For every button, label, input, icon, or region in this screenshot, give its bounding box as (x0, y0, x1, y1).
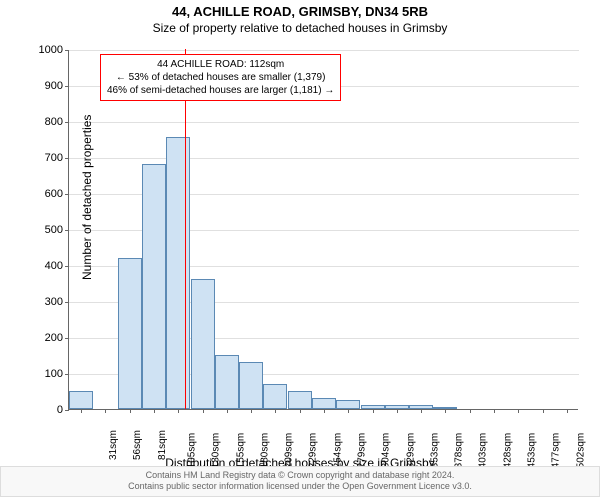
y-tick (65, 86, 69, 87)
reference-line (185, 49, 186, 409)
histogram-bar (69, 391, 93, 409)
x-tick (251, 409, 252, 413)
histogram-bar (142, 164, 166, 409)
y-tick-label: 700 (23, 152, 63, 164)
annotation-line-1: 44 ACHILLE ROAD: 112sqm (107, 58, 334, 71)
x-tick (373, 409, 374, 413)
y-tick (65, 338, 69, 339)
y-tick (65, 158, 69, 159)
histogram-bar (312, 398, 336, 409)
y-tick-label: 1000 (23, 44, 63, 56)
histogram-bar (336, 400, 360, 409)
footer-line-1: Contains HM Land Registry data © Crown c… (4, 470, 596, 482)
page-subtitle: Size of property relative to detached ho… (0, 19, 600, 35)
x-tick (154, 409, 155, 413)
y-tick (65, 374, 69, 375)
x-tick (421, 409, 422, 413)
histogram-bar (215, 355, 239, 409)
y-tick-label: 300 (23, 296, 63, 308)
annotation-box: 44 ACHILLE ROAD: 112sqm ← 53% of detache… (100, 54, 341, 101)
y-tick (65, 50, 69, 51)
x-tick (518, 409, 519, 413)
y-tick-label: 400 (23, 260, 63, 272)
y-tick-label: 0 (23, 404, 63, 416)
plot-region: 0100200300400500600700800900100031sqm56s… (68, 50, 578, 410)
y-tick (65, 410, 69, 411)
histogram-bar (118, 258, 142, 409)
chart-area: 0100200300400500600700800900100031sqm56s… (68, 50, 578, 410)
x-tick (130, 409, 131, 413)
y-tick (65, 122, 69, 123)
y-tick (65, 302, 69, 303)
annotation-line-3: 46% of semi-detached houses are larger (… (107, 84, 334, 97)
footer-attribution: Contains HM Land Registry data © Crown c… (0, 466, 600, 497)
y-tick-label: 900 (23, 80, 63, 92)
y-tick-label: 200 (23, 332, 63, 344)
x-tick (494, 409, 495, 413)
footer-line-2: Contains public sector information licen… (4, 481, 596, 493)
x-tick (178, 409, 179, 413)
x-tick (445, 409, 446, 413)
histogram-bar (166, 137, 190, 409)
grid-line (69, 158, 579, 159)
y-axis-label: Number of detached properties (80, 115, 94, 280)
x-tick (203, 409, 204, 413)
y-tick-label: 100 (23, 368, 63, 380)
y-tick (65, 230, 69, 231)
x-tick (81, 409, 82, 413)
grid-line (69, 50, 579, 51)
page-title: 44, ACHILLE ROAD, GRIMSBY, DN34 5RB (0, 0, 600, 19)
histogram-bar (263, 384, 287, 409)
histogram-bar (191, 279, 215, 409)
y-tick-label: 600 (23, 188, 63, 200)
x-tick (227, 409, 228, 413)
x-tick (324, 409, 325, 413)
x-tick (105, 409, 106, 413)
y-tick-label: 800 (23, 116, 63, 128)
y-tick (65, 266, 69, 267)
x-tick (275, 409, 276, 413)
annotation-line-2: ← 53% of detached houses are smaller (1,… (107, 71, 334, 84)
x-tick (567, 409, 568, 413)
x-tick (348, 409, 349, 413)
x-tick (543, 409, 544, 413)
y-tick (65, 194, 69, 195)
y-tick-label: 500 (23, 224, 63, 236)
x-tick (470, 409, 471, 413)
grid-line (69, 122, 579, 123)
histogram-bar (239, 362, 263, 409)
x-tick (397, 409, 398, 413)
x-tick (300, 409, 301, 413)
histogram-bar (288, 391, 312, 409)
